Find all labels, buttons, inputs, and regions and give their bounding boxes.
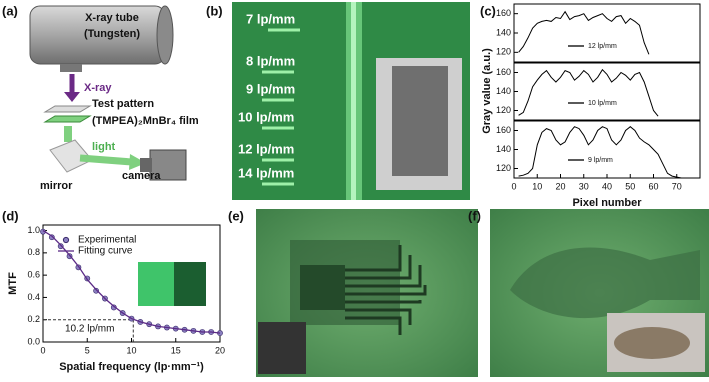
- x-tick-label: 60: [648, 181, 658, 191]
- y-tick-label: 140: [496, 27, 511, 37]
- x-axis-label: Pixel number: [572, 197, 642, 209]
- pattern-label: 10 lp/mm: [238, 109, 294, 124]
- y-tick-label: 1.0: [27, 225, 40, 235]
- x-tick-label: 5: [85, 345, 90, 355]
- inset-dark: [174, 262, 206, 306]
- legend-label: 12 lp/mm: [588, 43, 617, 50]
- pattern-label: Test pattern: [92, 98, 154, 110]
- legend-label: Fitting curve: [78, 246, 133, 257]
- tube-label: X-ray tube: [85, 12, 139, 24]
- light-label: light: [92, 141, 116, 153]
- plot-frame: [513, 62, 701, 121]
- panel-label: (d): [2, 208, 19, 223]
- legend-label: 10 lp/mm: [588, 100, 617, 107]
- panel-label: (f): [468, 208, 481, 223]
- camera-label: camera: [122, 170, 161, 182]
- pattern-image: [232, 2, 470, 200]
- x-tick-label: 10: [126, 345, 136, 355]
- mirror-label: mirror: [40, 180, 73, 192]
- y-tick-label: 160: [496, 125, 511, 135]
- x-tick-label: 30: [579, 181, 589, 191]
- y-tick-label: 0.4: [27, 292, 40, 302]
- data-line: [518, 126, 682, 179]
- tube-material: (Tungsten): [84, 28, 140, 40]
- y-tick-label: 0.2: [27, 314, 40, 324]
- legend-label: Experimental: [78, 235, 136, 246]
- pattern-label: 12 lp/mm: [238, 141, 294, 156]
- x-axis-label: Spatial frequency (lp·mm⁻¹): [59, 361, 204, 373]
- data-line: [518, 68, 659, 117]
- x-tick-label: 0: [40, 345, 45, 355]
- y-axis-label: MTF: [7, 272, 19, 295]
- y-tick-label: 120: [496, 105, 511, 115]
- fish-image: [490, 209, 709, 377]
- x-tick-label: 70: [672, 181, 682, 191]
- data-line: [42, 230, 221, 334]
- legend-label: 9 lp/mm: [588, 157, 613, 164]
- x-tick-label: 20: [555, 181, 565, 191]
- y-tick-label: 0.0: [27, 336, 40, 346]
- data-line: [518, 10, 650, 55]
- y-tick-label: 0.6: [27, 270, 40, 280]
- reference-label: 10.2 lp/mm: [65, 323, 114, 334]
- x-tick-label: 40: [602, 181, 612, 191]
- y-tick-label: 140: [496, 144, 511, 154]
- x-tick-label: 50: [625, 181, 635, 191]
- film-label: (TMPEA)₂MnBr₄ film: [92, 115, 199, 127]
- y-tick-label: 120: [496, 47, 511, 57]
- y-axis-label: Gray value (a.u.): [481, 48, 493, 134]
- legend-marker: [62, 236, 70, 244]
- panel-label: (b): [206, 3, 223, 18]
- inset-light: [138, 262, 174, 306]
- x-tick-label: 15: [171, 345, 181, 355]
- y-tick-label: 160: [496, 67, 511, 77]
- pattern-label: 9 lp/mm: [246, 81, 295, 96]
- y-tick-label: 120: [496, 163, 511, 173]
- y-tick-label: 160: [496, 8, 511, 18]
- xray-label: X-ray: [84, 82, 112, 94]
- pattern-label: 14 lp/mm: [238, 165, 294, 180]
- setup-diagram: [29, 5, 187, 181]
- y-tick-label: 140: [496, 86, 511, 96]
- data-point: [93, 287, 99, 294]
- x-tick-label: 20: [215, 345, 225, 355]
- x-tick-label: 0: [511, 181, 516, 191]
- pattern-label: 7 lp/mm: [246, 11, 295, 26]
- pattern-label: 8 lp/mm: [246, 53, 295, 68]
- x-tick-label: 10: [532, 181, 542, 191]
- circuit-image: [256, 209, 478, 377]
- panel-label: (e): [228, 208, 244, 223]
- y-tick-label: 0.8: [27, 247, 40, 257]
- panel-label: (c): [480, 3, 496, 18]
- plot-frame: [513, 3, 701, 63]
- panel-label: (a): [2, 3, 18, 18]
